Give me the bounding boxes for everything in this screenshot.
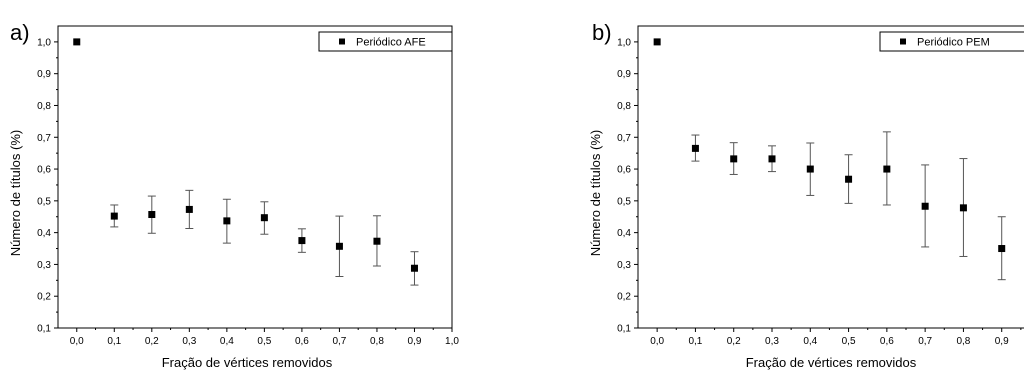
x-tick-label: 0,0 xyxy=(650,336,664,347)
data-point xyxy=(73,38,81,46)
legend-label: Periódico AFE xyxy=(356,37,426,49)
legend-marker xyxy=(900,38,906,45)
data-point xyxy=(148,211,156,219)
x-tick-label: 0,9 xyxy=(995,336,1009,347)
y-tick-label: 0,9 xyxy=(37,69,51,80)
y-tick-label: 0,8 xyxy=(37,101,51,112)
data-point xyxy=(806,165,814,173)
legend-label: Periódico PEM xyxy=(917,37,990,49)
y-axis-title: Número de títulos (%) xyxy=(8,130,23,256)
y-tick-label: 0,9 xyxy=(617,69,631,80)
data-point xyxy=(335,242,343,250)
data-point xyxy=(730,155,738,163)
x-axis-title: Fração de vértices removidos xyxy=(162,355,333,370)
y-axis-title: Número de títulos (%) xyxy=(588,130,603,256)
x-tick-label: 0,3 xyxy=(765,336,779,347)
y-tick-label: 0,6 xyxy=(617,165,631,176)
y-tick-label: 0,3 xyxy=(617,260,631,271)
x-axis-title: Fração de vértices removidos xyxy=(746,355,917,370)
x-tick-label: 1,0 xyxy=(445,336,459,347)
data-point xyxy=(883,165,891,173)
data-point xyxy=(768,155,776,163)
data-point xyxy=(410,264,418,272)
data-point xyxy=(185,205,193,213)
y-tick-label: 0,4 xyxy=(617,228,631,239)
x-tick-label: 0,7 xyxy=(918,336,932,347)
y-tick-label: 0,6 xyxy=(37,165,51,176)
panel-label: b) xyxy=(592,20,612,45)
data-point xyxy=(653,38,661,46)
plot-frame xyxy=(57,25,453,329)
legend-marker xyxy=(339,38,345,45)
data-point xyxy=(298,237,306,245)
data-point xyxy=(845,175,853,183)
y-tick-label: 0,3 xyxy=(37,260,51,271)
y-tick-label: 1,0 xyxy=(617,37,631,48)
x-tick-label: 0,5 xyxy=(842,336,856,347)
x-tick-label: 0,6 xyxy=(295,336,309,347)
x-tick-label: 0,1 xyxy=(107,336,121,347)
y-tick-label: 0,5 xyxy=(37,196,51,207)
x-tick-label: 0,4 xyxy=(220,336,234,347)
data-point xyxy=(921,202,929,210)
data-point xyxy=(223,217,231,225)
x-tick-label: 0,1 xyxy=(688,336,702,347)
legend-box xyxy=(879,31,1024,52)
data-point xyxy=(110,212,118,220)
x-tick-label: 0,4 xyxy=(803,336,817,347)
plot-frame xyxy=(637,25,1024,329)
x-tick-label: 0,6 xyxy=(880,336,894,347)
data-point xyxy=(691,144,699,152)
y-tick-label: 1,0 xyxy=(37,37,51,48)
y-tick-label: 0,4 xyxy=(37,228,51,239)
data-point xyxy=(260,214,268,222)
chart-panel-b: b) 0,0 0,1 0,2 0,3 0,4 0,5 0,6 0,7 0,8 0,9 1,0 0,1 0,… xyxy=(588,20,1024,370)
x-tick-label: 0,2 xyxy=(727,336,741,347)
legend-box xyxy=(318,31,453,52)
y-tick-label: 0,1 xyxy=(617,324,631,335)
y-tick-label: 0,2 xyxy=(37,292,51,303)
x-tick-label: 0,9 xyxy=(408,336,422,347)
x-tick-label: 0,7 xyxy=(332,336,346,347)
y-tick-label: 0,7 xyxy=(617,133,631,144)
x-tick-label: 0,2 xyxy=(145,336,159,347)
data-point xyxy=(959,204,967,212)
x-tick-label: 0,8 xyxy=(370,336,384,347)
x-tick-label: 0,5 xyxy=(257,336,271,347)
panel-label: a) xyxy=(10,20,30,45)
y-tick-label: 0,8 xyxy=(617,101,631,112)
data-point xyxy=(373,237,381,245)
chart-panel-a: a) 0,0 0,1 0,2 0,3 0,4 0,5 0,6 0,7 0,8 0,9 1,0 0,1 0,… xyxy=(8,20,459,370)
y-tick-label: 0,1 xyxy=(37,324,51,335)
data-point xyxy=(998,245,1006,253)
x-tick-label: 0,3 xyxy=(182,336,196,347)
y-tick-label: 0,2 xyxy=(617,292,631,303)
y-tick-label: 0,7 xyxy=(37,133,51,144)
y-tick-label: 0,5 xyxy=(617,196,631,207)
x-tick-label: 0,8 xyxy=(956,336,970,347)
x-tick-label: 0,0 xyxy=(70,336,84,347)
